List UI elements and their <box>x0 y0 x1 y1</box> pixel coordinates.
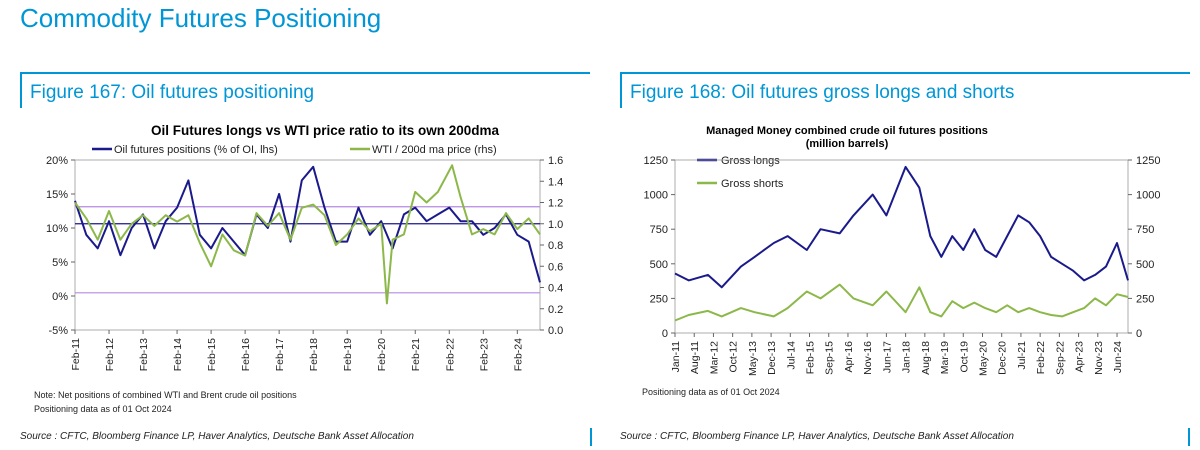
chart1-ytick-left-label: 15% <box>46 189 68 201</box>
chart1-ytick-right-label: 1.0 <box>548 219 563 231</box>
chart1-xtick-label: Feb-17 <box>274 338 286 371</box>
chart2-ytick-right-label: 1250 <box>1136 155 1160 167</box>
chart2-ytick-right-label: 0 <box>1136 328 1142 340</box>
chart2-xtick-label: Dec-13 <box>766 341 778 375</box>
chart2-ytick-right-label: 1000 <box>1136 190 1160 202</box>
chart2-xtick-label: Jan-11 <box>670 341 682 372</box>
chart2-xtick-label: May-13 <box>747 341 759 376</box>
fig167-asof: Positioning data as of 01 Oct 2024 <box>34 404 172 414</box>
chart1-ytick-right-label: 0.2 <box>548 304 563 316</box>
chart1-ytick-right-label: 1.4 <box>548 176 563 188</box>
chart1-xtick-label: Feb-12 <box>104 338 116 371</box>
chart-gross-longs-shorts: Managed Money combined crude oil futures… <box>644 125 1161 376</box>
chart1-ytick-left-label: 20% <box>46 155 68 167</box>
fig168-source: Source : CFTC, Bloomberg Finance LP, Hav… <box>620 431 1014 442</box>
chart1-ytick-left-label: 10% <box>46 223 68 235</box>
page-title: Commodity Futures Positioning <box>20 3 382 33</box>
fig167-top-rule <box>20 72 590 74</box>
chart2-ytick-left-label: 1000 <box>644 190 668 202</box>
chart2-xtick-label: Nov-23 <box>1093 341 1105 375</box>
chart1-title: Oil Futures longs vs WTI price ratio to … <box>151 123 500 138</box>
chart2-ytick-left-label: 1250 <box>644 155 668 167</box>
fig167-left-bar <box>20 72 22 108</box>
chart2-frame <box>674 159 1129 334</box>
fig168-source-bar-right <box>1188 428 1190 446</box>
chart1-xtick-label: Feb-18 <box>308 338 320 371</box>
chart2-subtitle: (million barrels) <box>806 138 889 150</box>
chart1-xtick-label: Feb-19 <box>342 338 354 371</box>
chart1-ytick-right-label: 0.6 <box>548 261 563 273</box>
chart2-title: Managed Money combined crude oil futures… <box>706 125 988 137</box>
fig168-source-bar <box>590 428 592 446</box>
legend-label-shorts: Gross shorts <box>721 178 784 190</box>
chart2-ytick-right-label: 500 <box>1136 259 1154 271</box>
chart2-xtick-label: Mar-12 <box>708 341 720 374</box>
chart2-xtick-label: Feb-15 <box>805 341 817 374</box>
chart2-xtick-label: Sep-15 <box>824 341 836 375</box>
chart1-xtick-label: Feb-21 <box>410 338 422 371</box>
chart2-ytick-left-label: 500 <box>650 259 668 271</box>
chart2-xtick-label: Jul-14 <box>785 341 797 370</box>
chart1-xtick-label: Feb-13 <box>138 338 150 371</box>
chart1-legend: Oil futures positions (% of OI, lhs) WTI… <box>92 144 497 156</box>
chart2-xtick-label: Jun-17 <box>881 341 893 373</box>
fig168-top-rule <box>620 72 1190 74</box>
fig168-asof: Positioning data as of 01 Oct 2024 <box>642 387 780 397</box>
chart2-ytick-right-label: 750 <box>1136 224 1154 236</box>
chart2-xtick-label: Jun-24 <box>1112 341 1124 373</box>
chart2-xtick-label: Oct-12 <box>728 341 740 373</box>
chart2-xtick-label: Nov-16 <box>862 341 874 375</box>
chart2-xtick-label: Aug-18 <box>920 341 932 375</box>
chart2-xtick-label: Dec-20 <box>997 341 1009 375</box>
chart2-xtick-label: May-20 <box>977 341 989 376</box>
chart1-series-0 <box>74 165 541 283</box>
fig167-note: Note: Net positions of combined WTI and … <box>34 390 297 400</box>
chart2-xtick-label: Jul-21 <box>1016 341 1028 370</box>
chart2-xtick-label: Jan-18 <box>901 341 913 373</box>
chart2-xtick-label: Feb-22 <box>1035 341 1047 374</box>
chart1-xtick-label: Feb-24 <box>512 338 524 371</box>
chart2-xtick-label: Apr-16 <box>843 341 855 373</box>
fig167-source: Source : CFTC, Bloomberg Finance LP, Hav… <box>20 431 414 442</box>
chart1-xtick-label: Feb-14 <box>172 338 184 371</box>
fig167-header: Figure 167: Oil futures positioning <box>30 82 315 103</box>
chart2-xtick-label: Sep-22 <box>1054 341 1066 375</box>
chart2-xtick-label: Aug-11 <box>689 341 701 374</box>
chart1-xtick-label: Feb-23 <box>478 338 490 371</box>
chart2-legend: Gross longs Gross shorts <box>697 155 784 190</box>
chart1-xtick-label: Feb-16 <box>240 338 252 371</box>
chart1-ytick-left-label: 0% <box>52 291 68 303</box>
chart1-xtick-label: Feb-11 <box>70 338 82 371</box>
chart1-ytick-right-label: 1.6 <box>548 155 563 167</box>
chart1-ytick-right-label: 0.8 <box>548 240 563 252</box>
fig168-left-bar <box>620 72 622 108</box>
chart1-ytick-right-label: 0.0 <box>548 325 563 337</box>
chart1-xtick-label: Feb-20 <box>376 338 388 371</box>
chart2-ytick-left-label: 250 <box>650 293 668 305</box>
chart2-ytick-left-label: 750 <box>650 224 668 236</box>
chart1-series-1 <box>74 164 541 305</box>
fig168-header: Figure 168: Oil futures gross longs and … <box>630 82 1015 103</box>
chart1-ytick-left-label: -5% <box>48 325 68 337</box>
chart2-xtick-label: Mar-19 <box>939 341 951 374</box>
chart1-frame <box>74 159 541 331</box>
chart1-ytick-right-label: 1.2 <box>548 198 563 210</box>
legend-label-longs: Gross longs <box>721 155 780 167</box>
legend-label-positions: Oil futures positions (% of OI, lhs) <box>114 144 278 156</box>
chart-oil-futures-positioning: Oil Futures longs vs WTI price ratio to … <box>46 123 563 371</box>
chart2-series-0 <box>674 165 1129 289</box>
chart2-plot-area: 0 250 500 750 1000 1250 0 250 500 750 1000 1250 Jan-… <box>644 155 1161 376</box>
chart1-ytick-left-label: 5% <box>52 257 68 269</box>
chart1-plot-area: -5% 0% 5% 10% 15% 20% 0.0 0.2 0.4 0.6 0.8 1.0 1.2 1.4… <box>46 155 563 371</box>
chart1-xtick-label: Feb-22 <box>444 338 456 371</box>
chart2-xtick-label: Apr-23 <box>1074 341 1086 373</box>
chart2-ytick-left-label: 0 <box>662 328 668 340</box>
chart2-xtick-label: Oct-19 <box>958 341 970 373</box>
chart2-series-1 <box>674 283 1129 322</box>
chart2-ytick-right-label: 250 <box>1136 293 1154 305</box>
legend-label-wti: WTI / 200d ma price (rhs) <box>372 144 497 156</box>
chart1-ytick-right-label: 0.4 <box>548 283 563 295</box>
chart1-xtick-label: Feb-15 <box>206 338 218 371</box>
